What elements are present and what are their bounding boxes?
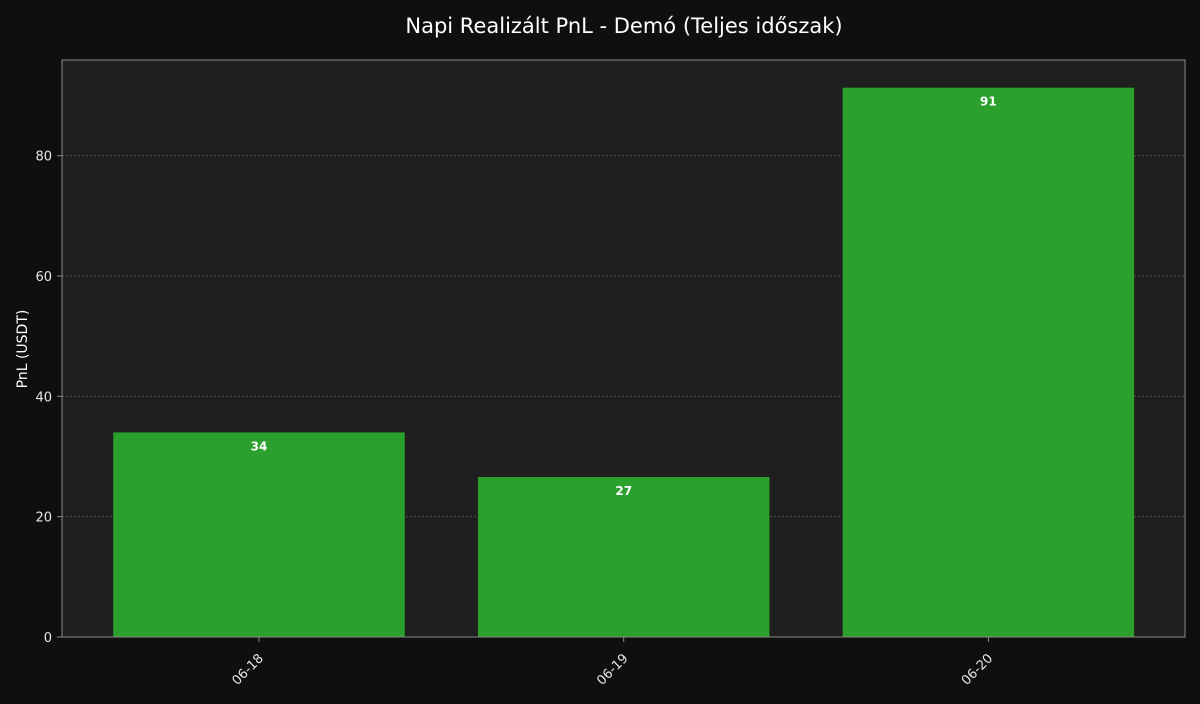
data-label: 91 [980, 95, 997, 109]
data-label: 34 [251, 439, 268, 453]
bar-06-18 [113, 432, 405, 637]
plot-frame [61, 59, 1186, 638]
bar-06-19 [477, 476, 770, 637]
y-tick-label: 40 [35, 390, 52, 405]
y-tick-label: 0 [44, 631, 52, 646]
chart-title: Napi Realizált PnL - Demó (Teljes idősza… [405, 14, 842, 38]
y-axis-label: PnL (USDT) [15, 310, 31, 389]
x-tick-label: 06-20 [959, 651, 996, 688]
y-tick-label: 60 [35, 270, 52, 285]
x-tick-label: 06-18 [230, 651, 267, 688]
y-tick-label: 20 [35, 511, 52, 526]
bar-06-20 [842, 87, 1135, 637]
x-tick-label: 06-19 [594, 651, 631, 688]
y-tick-label: 80 [35, 150, 52, 165]
data-label: 27 [615, 484, 632, 498]
plot-area: 0 20 40 60 80 34 06-18 27 06-19 91 06-20 [35, 59, 1186, 689]
